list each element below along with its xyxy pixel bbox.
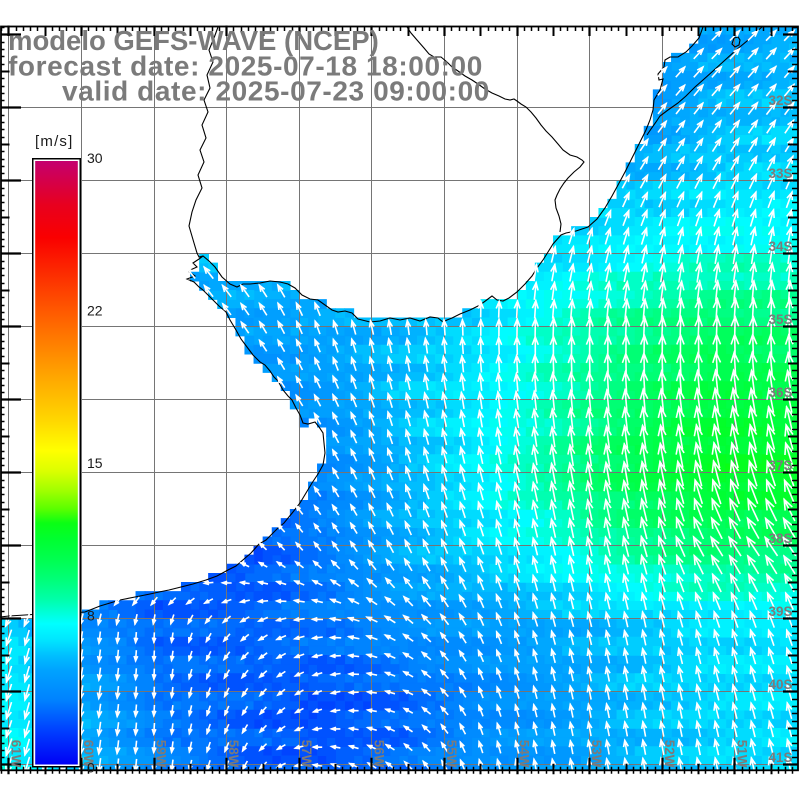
svg-text:0: 0 <box>87 760 95 776</box>
svg-text:53W: 53W <box>589 740 604 768</box>
svg-text:modelo GEFS-WAVE (NCEP): modelo GEFS-WAVE (NCEP) <box>8 25 379 56</box>
svg-text:41S: 41S <box>768 750 792 765</box>
svg-text:56W: 56W <box>371 740 386 768</box>
svg-text:33S: 33S <box>768 166 792 181</box>
svg-text:57W: 57W <box>299 740 314 768</box>
svg-text:15: 15 <box>87 455 103 471</box>
svg-text:34S: 34S <box>768 239 792 254</box>
svg-text:30: 30 <box>87 150 103 166</box>
svg-text:37S: 37S <box>768 458 792 473</box>
svg-text:61W: 61W <box>8 740 23 768</box>
svg-text:39S: 39S <box>768 604 792 619</box>
svg-text:[m/s]: [m/s] <box>35 133 74 150</box>
svg-text:52W: 52W <box>662 740 677 768</box>
svg-text:58W: 58W <box>226 740 241 768</box>
svg-text:51W: 51W <box>734 740 749 768</box>
svg-text:36S: 36S <box>768 385 792 400</box>
svg-text:32S: 32S <box>768 93 792 108</box>
svg-text:55W: 55W <box>444 740 459 768</box>
svg-text:38S: 38S <box>768 531 792 546</box>
svg-text:59W: 59W <box>154 740 169 768</box>
svg-text:8: 8 <box>87 608 95 624</box>
svg-text:40S: 40S <box>768 677 792 692</box>
svg-text:forecast date: 2025-07-18 18:0: forecast date: 2025-07-18 18:00:00 <box>8 51 483 82</box>
svg-text:valid date: 2025-07-23 09:00:0: valid date: 2025-07-23 09:00:00 <box>62 76 490 107</box>
svg-text:35S: 35S <box>768 312 792 327</box>
svg-text:60W: 60W <box>81 740 96 768</box>
svg-text:54W: 54W <box>517 740 532 768</box>
svg-text:22: 22 <box>87 303 103 319</box>
